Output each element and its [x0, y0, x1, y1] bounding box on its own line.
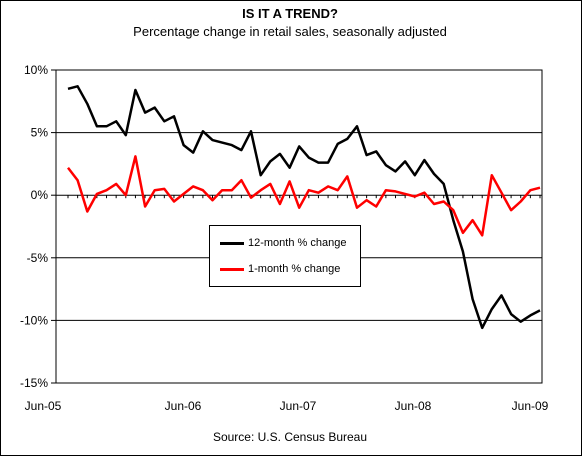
y-tick-label: 0% — [31, 188, 49, 202]
legend-item-12-month: 12-month % change — [220, 236, 346, 250]
legend-label-12-month: 12-month % change — [248, 237, 347, 249]
y-tick-label: 10% — [24, 63, 48, 77]
x-tick-label: Jun-05 — [25, 399, 62, 413]
y-tick-label: -15% — [20, 376, 48, 390]
x-tick-label: Jun-08 — [395, 399, 432, 413]
axes — [51, 69, 543, 384]
chart-title: IS IT A TREND? — [242, 6, 338, 21]
y-tick-label: -10% — [20, 313, 48, 327]
x-tick-label: Jun-06 — [165, 399, 202, 413]
series-line-12-month — [67, 85, 541, 330]
legend-swatch-1-month — [220, 267, 244, 271]
legend: 12-month % change 1-month % change — [209, 225, 361, 287]
chart-subtitle: Percentage change in retail sales, seaso… — [133, 24, 447, 39]
y-tick-label: 5% — [31, 126, 49, 140]
x-tick-label: Jun-09 — [512, 399, 549, 413]
plot-area-border — [55, 69, 543, 384]
tick-labels: 10% 5% 0% -5% -10% -15% Jun-05 Jun-06 Jun-07 Jun-… — [20, 63, 549, 413]
x-tick-label: Jun-07 — [280, 399, 317, 413]
series-line-1-month — [67, 155, 541, 237]
series-layer — [67, 85, 541, 330]
chart-source: Source: U.S. Census Bureau — [212, 430, 368, 444]
legend-item-1-month: 1-month % change — [220, 262, 340, 276]
y-tick-label: -5% — [27, 251, 49, 265]
legend-swatch-12-month — [220, 241, 244, 245]
legend-label-1-month: 1-month % change — [248, 263, 341, 275]
